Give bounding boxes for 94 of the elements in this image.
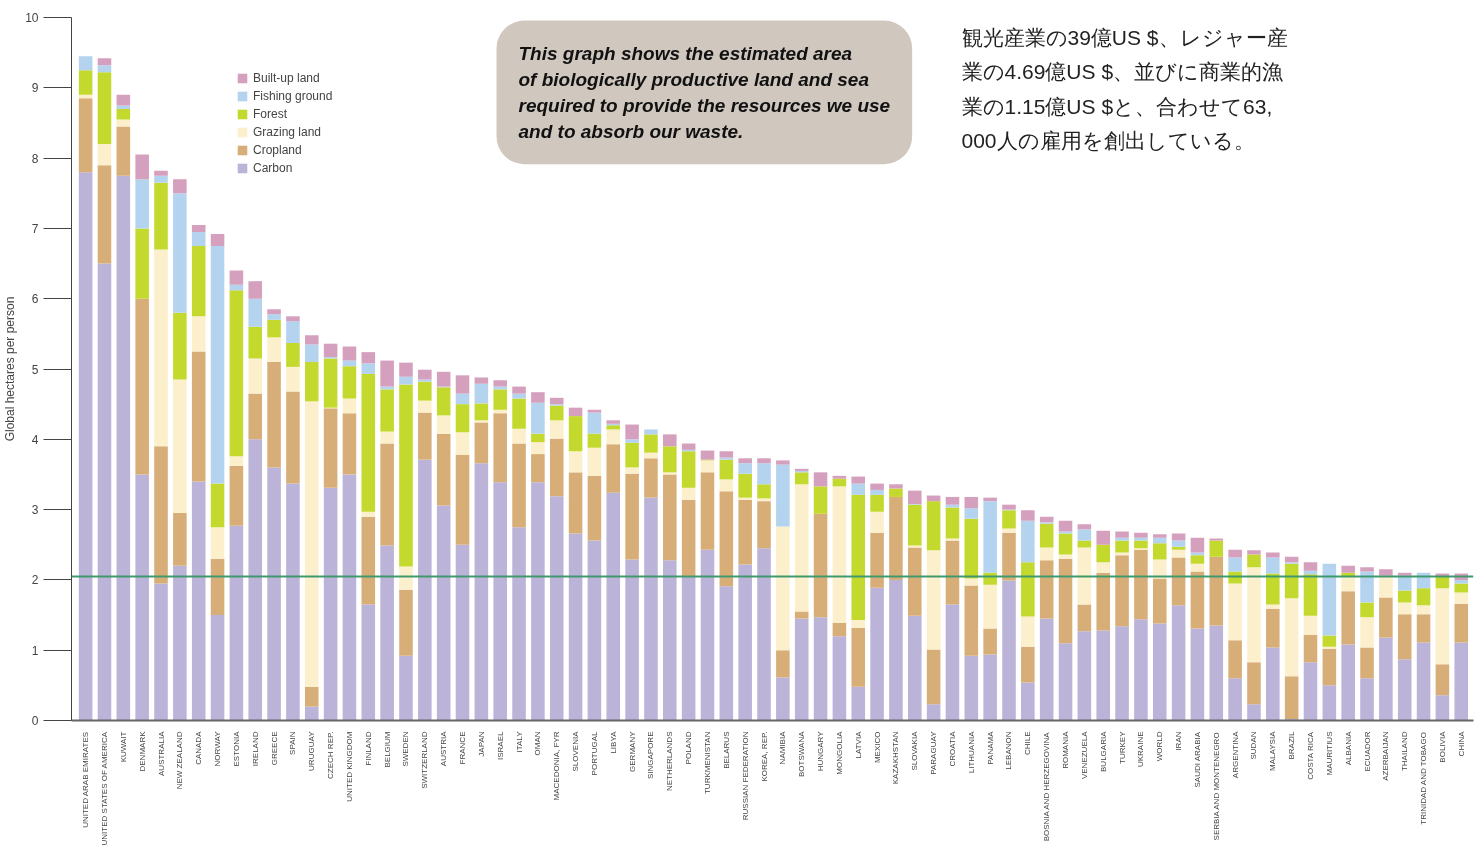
- x-tick-label: JAPAN: [476, 731, 486, 757]
- x-tick-label: NAMIBIA: [778, 730, 788, 765]
- x-tick-label: LEBANON: [1004, 731, 1014, 770]
- x-tick-label: CHILE: [1023, 731, 1033, 756]
- x-tick-label: URUGUAY: [307, 730, 317, 771]
- x-tick-label: FINLAND: [363, 731, 373, 766]
- annotation: 観光産業の39億US $、レジャー産業の4.69億US $、並びに商業的漁業の1.15億US $と、合わせて63,000人の雇用を創出している。: [961, 25, 1288, 152]
- x-tick-label: BOTSWANA: [797, 730, 807, 777]
- x-tick-label: MACEDONIA, FYR: [552, 731, 562, 801]
- y-axis-title: Global hectares per person: [3, 296, 18, 442]
- y-tick-label: 5: [31, 362, 39, 377]
- x-tick-label: ESTONIA: [231, 730, 241, 767]
- x-tick-label: ITALY: [514, 730, 524, 753]
- x-tick-label: LATVIA: [853, 730, 863, 759]
- x-tick-label: TRINIDAD AND TOBAGO: [1419, 732, 1429, 825]
- x-tick-label: POLAND: [684, 731, 694, 765]
- x-tick-label: AZERBAIJAN: [1381, 731, 1391, 781]
- y-tick-label: 4: [31, 432, 39, 447]
- x-tick-label: TURKEY: [1117, 730, 1127, 764]
- legend-label: Grazing land: [253, 125, 322, 139]
- x-tick-label: FRANCE: [458, 731, 468, 765]
- x-tick-label: NEW ZEALAND: [175, 731, 185, 790]
- x-tick-label: PANAMA: [985, 730, 995, 765]
- x-tick-label: TURKMENISTAN: [702, 731, 712, 795]
- x-tick-label: IRELAND: [250, 731, 260, 767]
- x-tick-label: SERBIA AND MONTENEGRO: [1211, 732, 1221, 841]
- x-tick-label: MAURITIUS: [1324, 731, 1334, 776]
- x-tick-label: BRAZIL: [1287, 730, 1297, 760]
- y-tick-label: 1: [31, 643, 39, 658]
- x-tick-label: SUDAN: [1249, 731, 1259, 760]
- legend-label: Carbon: [253, 161, 293, 175]
- x-tick-label: SINGAPORE: [646, 731, 656, 780]
- x-tick-label: SWITZERLAND: [420, 731, 430, 789]
- x-tick-label: NETHERLANDS: [665, 731, 675, 792]
- x-tick-label: LITHUANIA: [966, 730, 976, 774]
- x-tick-label: BOSNIA AND HERZEGOVINA: [1042, 731, 1052, 842]
- x-tick-label: IRAN: [1174, 731, 1184, 751]
- x-tick-label: PORTUGAL: [589, 730, 599, 776]
- x-tick-label: NORWAY: [213, 730, 223, 767]
- legend-label: Cropland: [253, 143, 302, 157]
- x-tick-label: GREECE: [269, 731, 279, 766]
- x-tick-label: ALBANIA: [1343, 730, 1353, 766]
- x-tick-label: CROATIA: [947, 730, 957, 767]
- annotation: This graph shows the estimated area of biologically productive land and sea required to provide the resources we use and to absorb our waste.: [518, 42, 891, 143]
- x-tick-label: CZECH REP.: [326, 731, 336, 779]
- x-tick-label: PARAGUAY: [929, 730, 939, 775]
- legend-label: Built-up land: [253, 71, 320, 85]
- x-tick-label: ECUADOR: [1362, 731, 1372, 772]
- legend-label: Forest: [253, 107, 288, 121]
- x-tick-label: DENMARK: [137, 730, 147, 772]
- legend-label: Fishing ground: [253, 89, 333, 103]
- x-tick-label: SPAIN: [288, 731, 298, 755]
- x-tick-label: ROMANIA: [1061, 730, 1071, 769]
- x-tick-label: RUSSIAN FEDERATION: [740, 731, 750, 821]
- x-tick-label: BOLIVIA: [1437, 730, 1447, 763]
- x-tick-label: UNITED ARAB EMIRATES: [81, 731, 91, 828]
- x-tick-label: SLOVAKIA: [910, 730, 920, 771]
- y-tick-label: 3: [31, 503, 39, 518]
- x-tick-label: THAILAND: [1400, 731, 1410, 772]
- x-tick-label: BELARUS: [721, 731, 731, 769]
- x-tick-label: ARGENTINA: [1230, 730, 1240, 779]
- x-tick-label: AUSTRIA: [439, 730, 449, 767]
- x-tick-label: MONGOLIA: [834, 730, 844, 775]
- x-tick-label: GERMANY: [627, 730, 637, 772]
- x-tick-label: WORLD: [1155, 731, 1165, 762]
- x-tick-label: SAUDI ARABIA: [1192, 731, 1202, 788]
- y-tick-label: 10: [25, 11, 39, 25]
- x-tick-label: MEXICO: [872, 731, 882, 764]
- x-tick-label: COSTA RICA: [1306, 731, 1315, 780]
- y-tick-label: 8: [31, 151, 39, 166]
- y-tick-label: 7: [31, 221, 39, 236]
- x-tick-label: KAZAKHSTAN: [891, 731, 901, 785]
- x-tick-label: OMAN: [533, 731, 543, 756]
- x-tick-label: ISRAEL: [495, 730, 505, 760]
- x-tick-label: UKRAINE: [1136, 731, 1146, 768]
- x-tick-label: KUWAIT: [118, 731, 128, 763]
- x-tick-label: KOREA, REP.: [759, 731, 769, 782]
- x-tick-label: CANADA: [194, 730, 204, 765]
- y-tick-label: 9: [31, 81, 39, 96]
- x-tick-label: BELGIUM: [382, 731, 392, 768]
- x-tick-label: VENEZUELA: [1079, 730, 1089, 780]
- x-tick-label: SWEDEN: [401, 731, 411, 767]
- x-tick-label: CHINA: [1456, 730, 1466, 757]
- x-tick-label: UNITED KINGDOM: [344, 731, 354, 802]
- x-tick-label: HUNGARY: [816, 730, 826, 772]
- x-tick-label: LIBYA: [608, 730, 618, 754]
- x-tick-label: BULGARIA: [1098, 730, 1108, 772]
- y-tick-label: 0: [31, 714, 39, 728]
- x-tick-label: UNITED STATES OF AMERICA: [99, 731, 109, 846]
- x-tick-label: MALAYSIA: [1268, 730, 1278, 771]
- x-tick-label: SLOVENIA: [571, 730, 581, 772]
- x-tick-label: AUSTRALIA: [156, 730, 166, 776]
- y-tick-label: 2: [31, 573, 39, 588]
- y-tick-label: 6: [31, 292, 39, 307]
